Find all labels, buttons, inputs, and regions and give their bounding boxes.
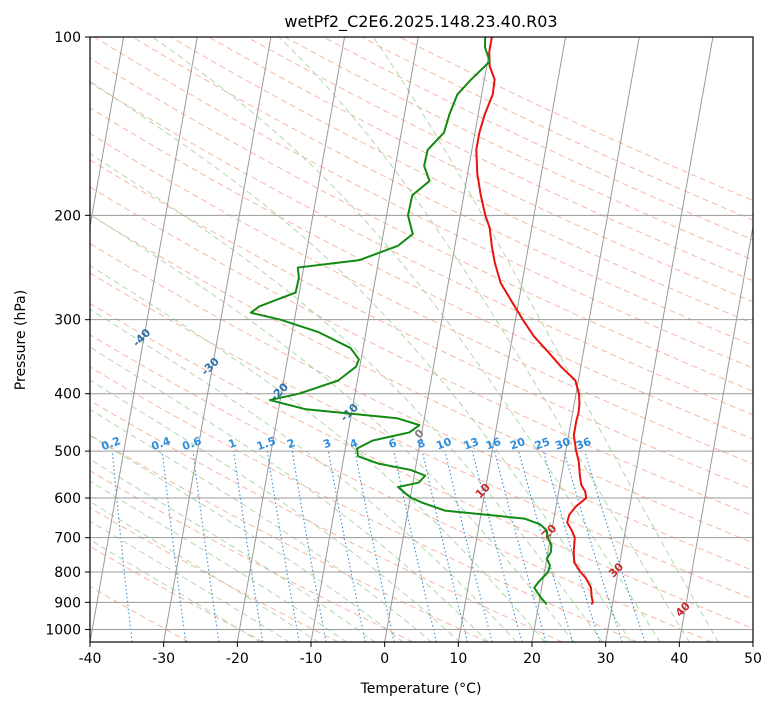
y-tick-label: 500 <box>54 444 81 460</box>
y-tick-label: 700 <box>54 531 81 547</box>
x-tick-label: 0 <box>380 651 389 667</box>
y-tick-label: 400 <box>54 387 81 403</box>
mixing-ratio-label: 2 <box>285 436 297 451</box>
chart-title: wetPf2_C2E6.2025.148.23.40.R03 <box>284 12 557 32</box>
y-axis-label: Pressure (hPa) <box>13 290 29 390</box>
x-tick-label: 30 <box>597 651 615 667</box>
y-tick-label: 600 <box>54 491 81 507</box>
isotherm-line <box>236 37 346 642</box>
mixing-ratio-line <box>233 451 264 642</box>
temperature-profile <box>475 37 594 605</box>
mixing-ratio-label: 0.6 <box>180 434 203 453</box>
isotherm-line <box>384 37 493 642</box>
moist-adiabat <box>152 37 661 642</box>
moist-adiabat <box>90 379 461 642</box>
mixing-ratio-label: 4 <box>348 436 360 451</box>
moist-adiabat <box>372 37 719 642</box>
moist-adiabat <box>278 37 690 642</box>
dry-adiabat <box>208 37 753 303</box>
x-tick-label: -40 <box>79 651 102 667</box>
dry-adiabat <box>90 302 753 630</box>
y-tick-label: 900 <box>54 595 81 611</box>
x-tick-label: 20 <box>523 651 541 667</box>
mixing-ratio-label: 1 <box>227 436 239 451</box>
mixing-ratio-line <box>563 450 623 642</box>
isotherm-line <box>90 37 125 230</box>
mixing-ratio-label: 3 <box>321 436 333 451</box>
mixing-ratio-line <box>494 450 547 642</box>
x-tick-label: -20 <box>226 651 249 667</box>
profile-lines <box>249 37 594 605</box>
x-axis-label: Temperature (°C) <box>360 681 482 697</box>
moist-adiabat <box>90 308 518 642</box>
dry-adiabat <box>90 132 753 465</box>
mixing-ratio-line <box>327 451 366 642</box>
x-tick-label: -10 <box>300 651 323 667</box>
mixing-ratio-line <box>421 450 469 642</box>
moist-adiabat <box>90 153 603 642</box>
mixing-ratio-line <box>584 450 646 642</box>
x-tick-label: -30 <box>152 651 175 667</box>
isotherm-line <box>678 223 753 642</box>
x-tick-label: 40 <box>670 651 688 667</box>
y-tick-label: 300 <box>54 313 81 329</box>
moist-adiabat <box>90 458 376 642</box>
dry-adiabat <box>90 507 339 642</box>
mixing-ratio-label: 16 <box>484 435 503 453</box>
mixing-ratio-label: 13 <box>462 435 481 452</box>
mixing-ratio-label: 20 <box>508 435 527 453</box>
dry-adiabat <box>90 186 753 517</box>
background-lines <box>90 37 753 642</box>
moist-adiabat <box>90 539 262 642</box>
axes: -40 -30 -20 -10 0 10 20 30 40 5010020030040050060… <box>45 30 762 667</box>
mixing-ratio-line <box>161 451 187 642</box>
mixing-ratio-label: 0.2 <box>100 434 123 453</box>
isotherm-line <box>90 37 198 642</box>
moist-adiabat <box>90 213 575 642</box>
y-tick-label: 100 <box>54 30 81 46</box>
dewpoint-profile <box>249 37 553 605</box>
dry-adiabat <box>90 434 488 642</box>
mixing-ratio-label: 6 <box>387 436 399 451</box>
dry-adiabat <box>90 366 638 642</box>
mixing-ratio-line <box>471 450 523 642</box>
x-tick-label: 50 <box>744 651 762 667</box>
y-tick-label: 200 <box>54 208 81 224</box>
mixing-ratio-line <box>192 451 220 642</box>
moist-adiabat <box>90 480 348 642</box>
mixing-ratio-label: 1.5 <box>255 434 278 453</box>
mixing-ratio-line <box>393 450 437 642</box>
y-tick-label: 1000 <box>45 622 81 638</box>
mixing-ratio-label: 0.4 <box>150 434 173 453</box>
mixing-ratio-label: 36 <box>574 435 593 453</box>
isotherm-line <box>310 37 419 642</box>
isotherm-line <box>605 37 714 642</box>
dry-adiabat <box>90 272 753 600</box>
dry-adiabat <box>90 399 563 642</box>
y-tick-label: 800 <box>54 565 81 581</box>
isotherm-line <box>163 37 272 642</box>
mixing-ratio-label: 25 <box>533 435 552 452</box>
mixing-ratio-line <box>542 450 601 642</box>
moist-adiabat <box>90 408 433 642</box>
dry-adiabat <box>90 159 753 491</box>
mixing-ratio-label: 30 <box>553 435 572 453</box>
dry-adiabat <box>94 37 753 369</box>
moist-adiabat <box>90 80 632 642</box>
isotherm-line <box>457 37 567 642</box>
dry-adiabat <box>170 37 753 324</box>
dry-adiabat <box>90 57 753 392</box>
dry-adiabat <box>90 334 712 642</box>
mixing-ratio-label: 8 <box>415 436 427 451</box>
moist-adiabat <box>90 346 489 642</box>
mixing-ratio-label: 10 <box>434 435 453 453</box>
dry-adiabat <box>90 214 753 544</box>
dry-adiabat <box>90 107 753 440</box>
plot-frame <box>89 36 754 643</box>
x-tick-label: 10 <box>449 651 467 667</box>
